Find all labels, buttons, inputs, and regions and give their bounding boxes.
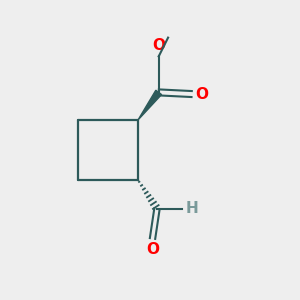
Text: O: O (146, 242, 159, 257)
Text: O: O (152, 38, 165, 53)
Polygon shape (138, 90, 162, 120)
Text: H: H (186, 201, 199, 216)
Text: O: O (195, 86, 208, 101)
